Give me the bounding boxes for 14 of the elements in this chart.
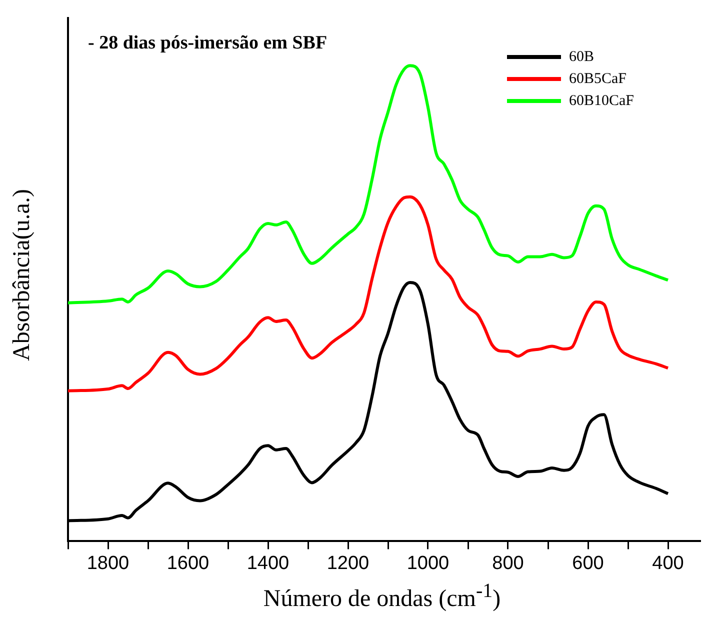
text: - 28 dias pós-imersão em SBF [88, 32, 328, 54]
legend-label: 60B10CaF [568, 92, 634, 110]
x-tick-label: 600 [572, 552, 604, 574]
x-axis-title: Número de ondas (cm$^{-1}$) [262, 580, 502, 613]
y-axis-title: Absorbância(u.a.) [9, 188, 36, 363]
x-tick-label: 1400 [246, 552, 290, 574]
x-tick-label: 800 [492, 552, 524, 574]
legend-label: 60B5CaF [568, 70, 626, 88]
x-tick-label: 1800 [86, 552, 130, 574]
x-tick-label: 1200 [326, 552, 370, 574]
x-tick-label: 400 [652, 552, 684, 574]
x-tick-label: 1600 [166, 552, 210, 574]
legend-label: 60B [568, 48, 594, 66]
x-tick-label: 1000 [406, 552, 450, 574]
